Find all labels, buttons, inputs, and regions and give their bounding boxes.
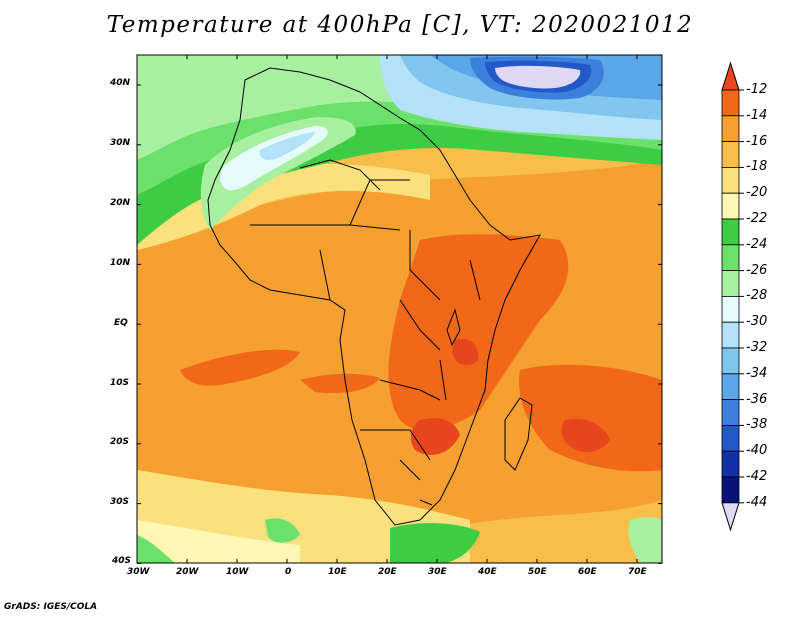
lon-label: 20W [176, 567, 199, 577]
lon-label: 0 [285, 567, 292, 577]
colorbar-swatch [721, 295, 740, 323]
axis-ticks [136, 55, 662, 564]
colorbar-swatch [721, 89, 740, 117]
colorbar-label: -16 [746, 133, 768, 149]
lat-label: EQ [114, 318, 128, 328]
colorbar-swatch [721, 218, 740, 246]
lon-label: 50E [528, 567, 547, 577]
colorbar-top-arrow [721, 61, 740, 91]
colorbar-swatch [721, 270, 740, 297]
colorbar-swatch [721, 450, 740, 478]
lon-label: 40E [478, 567, 497, 577]
lat-label: 40S [112, 556, 132, 566]
colorbar-label: -38 [746, 417, 768, 433]
colorbar-swatch [721, 166, 740, 194]
colorbar-label: -26 [746, 262, 768, 278]
colorbar-label: -36 [746, 391, 768, 407]
colorbar-label: -44 [746, 494, 768, 510]
colorbar-label: -32 [746, 340, 768, 355]
lon-label: 20E [378, 567, 397, 577]
footer-credit: GrADS: IGES/COLA [4, 602, 98, 612]
colorbar-label: -42 [746, 469, 768, 484]
colorbar-bottom-arrow [721, 502, 740, 532]
lat-label: 30N [110, 138, 131, 148]
colorbar-swatch [721, 476, 740, 504]
colorbar-label: -20 [746, 185, 768, 201]
coastlines [207, 67, 541, 526]
colorbar-swatch [721, 321, 740, 349]
colorbar-swatch [721, 373, 740, 400]
lon-label: 70E [628, 567, 647, 577]
colorbar-swatch [721, 424, 740, 452]
colorbar-swatch [721, 192, 740, 220]
colorbar-swatch [721, 347, 740, 375]
lat-label: 20S [110, 437, 130, 447]
map-frame [136, 54, 663, 564]
colorbar-label: -14 [746, 107, 768, 123]
colorbar-swatch [721, 141, 740, 168]
colorbar-swatch [721, 115, 740, 143]
colorbar-label: -22 [746, 211, 768, 226]
lat-label: 10S [110, 378, 130, 388]
colorbar-swatch [721, 244, 740, 272]
lat-label: 30S [110, 497, 130, 507]
colorbar-label: -24 [746, 236, 768, 252]
lat-label: 40N [110, 78, 131, 88]
lon-label: 10E [328, 567, 347, 577]
chart-title: Temperature at 400hPa [C], VT: 202002101… [106, 12, 694, 38]
colorbar-label: -40 [746, 443, 768, 459]
colorbar-label: -18 [746, 159, 768, 175]
lat-label: 10N [110, 258, 131, 268]
lon-label: 30E [428, 567, 447, 577]
lon-label: 60E [578, 567, 597, 577]
colorbar-label: -12 [746, 82, 768, 97]
lat-label: 20N [110, 198, 131, 208]
lon-label: 30W [127, 567, 150, 577]
colorbar [721, 61, 744, 532]
colorbar-label: -28 [746, 288, 768, 304]
lon-label: 10W [226, 567, 249, 577]
colorbar-label: -30 [746, 314, 768, 330]
temperature-field [137, 55, 662, 563]
colorbar-label: -34 [746, 365, 768, 381]
colorbar-swatch [721, 399, 740, 426]
